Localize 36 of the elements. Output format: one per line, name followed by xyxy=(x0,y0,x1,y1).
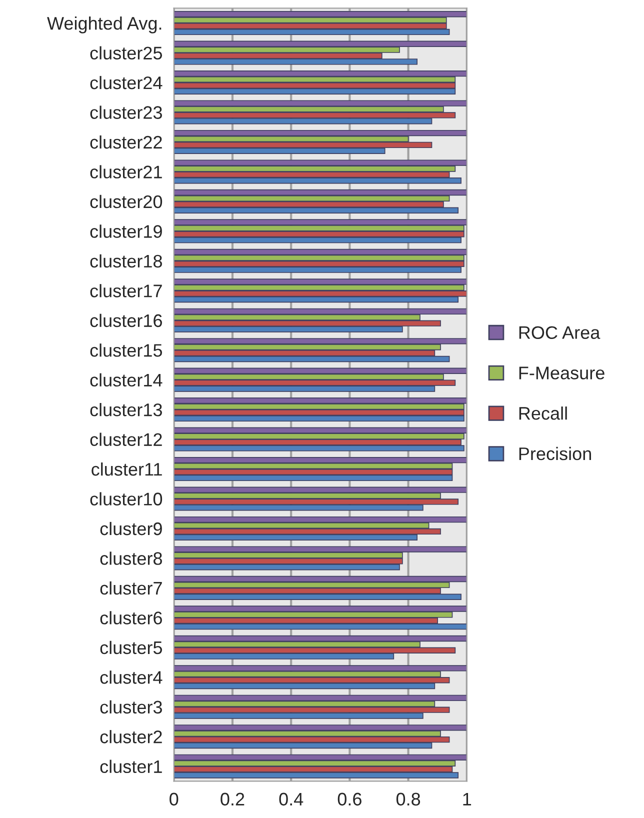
y-tick-label: cluster9 xyxy=(100,522,162,536)
y-tick-label: cluster10 xyxy=(90,492,162,506)
y-tick-label: cluster12 xyxy=(90,432,162,446)
y-tick-label: cluster5 xyxy=(100,640,162,654)
x-tick-label: 0.6 xyxy=(338,792,362,806)
y-tick-label: cluster4 xyxy=(100,670,162,684)
y-tick-label: cluster11 xyxy=(92,462,162,476)
y-tick-label: cluster6 xyxy=(100,611,162,624)
y-tick-label: cluster23 xyxy=(90,106,162,119)
y-tick-label: cluster16 xyxy=(90,314,162,328)
y-tick-label: cluster20 xyxy=(90,194,162,208)
y-tick-label: cluster24 xyxy=(90,76,162,90)
y-tick-label: cluster21 xyxy=(90,165,162,178)
y-tick-label: cluster18 xyxy=(90,254,162,268)
x-tick-label: 0.8 xyxy=(396,792,420,806)
legend-label: Precision xyxy=(519,446,591,460)
y-tick-label: cluster7 xyxy=(100,581,162,595)
y-tick-label: cluster25 xyxy=(90,46,162,60)
legend-label: Recall xyxy=(519,406,567,420)
y-tick-label: cluster8 xyxy=(100,552,162,565)
y-tick-label: cluster13 xyxy=(90,403,162,416)
y-tick-label: cluster1 xyxy=(100,760,162,774)
x-tick-label: 0.2 xyxy=(220,792,244,806)
y-tick-label: cluster19 xyxy=(90,224,162,238)
y-tick-label: Weighted Avg. xyxy=(47,16,162,34)
y-tick-label: cluster2 xyxy=(100,730,162,744)
legend-label: F-Measure xyxy=(519,366,604,380)
x-tick-label: 0.4 xyxy=(279,792,304,806)
y-tick-label: cluster17 xyxy=(90,284,162,298)
y-tick-label: cluster14 xyxy=(90,373,162,387)
y-tick-label: cluster15 xyxy=(90,344,162,357)
legend-label: ROC Area xyxy=(519,326,600,339)
x-tick-label: 0 xyxy=(170,792,178,806)
y-tick-label: cluster22 xyxy=(90,135,162,149)
y-tick-label: cluster3 xyxy=(100,700,162,714)
x-tick-label: 1 xyxy=(463,792,472,806)
